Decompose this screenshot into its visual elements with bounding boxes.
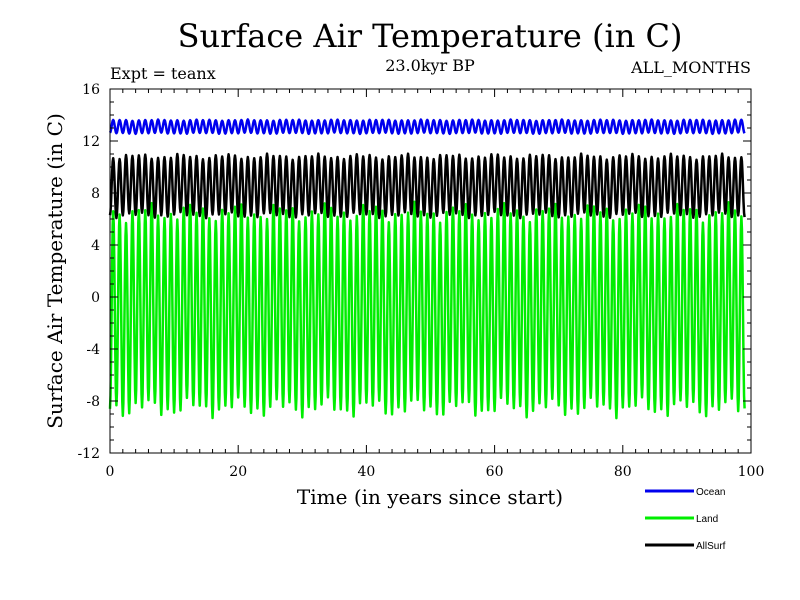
legend-label-ocean: Ocean <box>696 487 725 498</box>
x-tick-label: 60 <box>486 464 504 480</box>
legend-label-allsurf: AllSurf <box>696 541 726 552</box>
y-tick-label: 8 <box>91 186 100 202</box>
x-axis-ticks: 0 20 40 60 80 100 <box>106 89 765 480</box>
x-tick-label: 80 <box>614 464 632 480</box>
y-tick-label: -8 <box>86 394 100 410</box>
series-line-allsurf <box>108 152 746 220</box>
y-tick-label: -4 <box>86 342 100 358</box>
x-tick-label: 40 <box>357 464 375 480</box>
x-tick-label: 0 <box>106 464 115 480</box>
y-axis-ticks: -12 -8 -4 0 4 8 12 16 <box>77 82 751 462</box>
chart-subtitle: 23.0kyr BP <box>385 56 475 75</box>
legend-label-land: Land <box>696 514 718 525</box>
months-label: ALL_MONTHS <box>630 58 751 77</box>
series-line-ocean <box>108 118 746 136</box>
series-line-land <box>108 200 746 420</box>
x-tick-label: 20 <box>229 464 247 480</box>
x-tick-label: 100 <box>738 464 765 480</box>
y-tick-label: 16 <box>82 82 100 98</box>
experiment-label: Expt = teanx <box>110 64 216 83</box>
y-tick-label: 12 <box>82 134 100 150</box>
chart-title: Surface Air Temperature (in C) <box>178 17 683 55</box>
y-axis-label: Surface Air Temperature (in C) <box>43 113 67 429</box>
y-tick-label: 0 <box>91 290 100 306</box>
x-axis-label: Time (in years since start) <box>297 485 563 509</box>
y-tick-label: 4 <box>91 238 100 254</box>
legend: Ocean Land AllSurf <box>645 487 726 552</box>
y-tick-label: -12 <box>77 446 100 462</box>
plot-lines <box>108 118 746 420</box>
